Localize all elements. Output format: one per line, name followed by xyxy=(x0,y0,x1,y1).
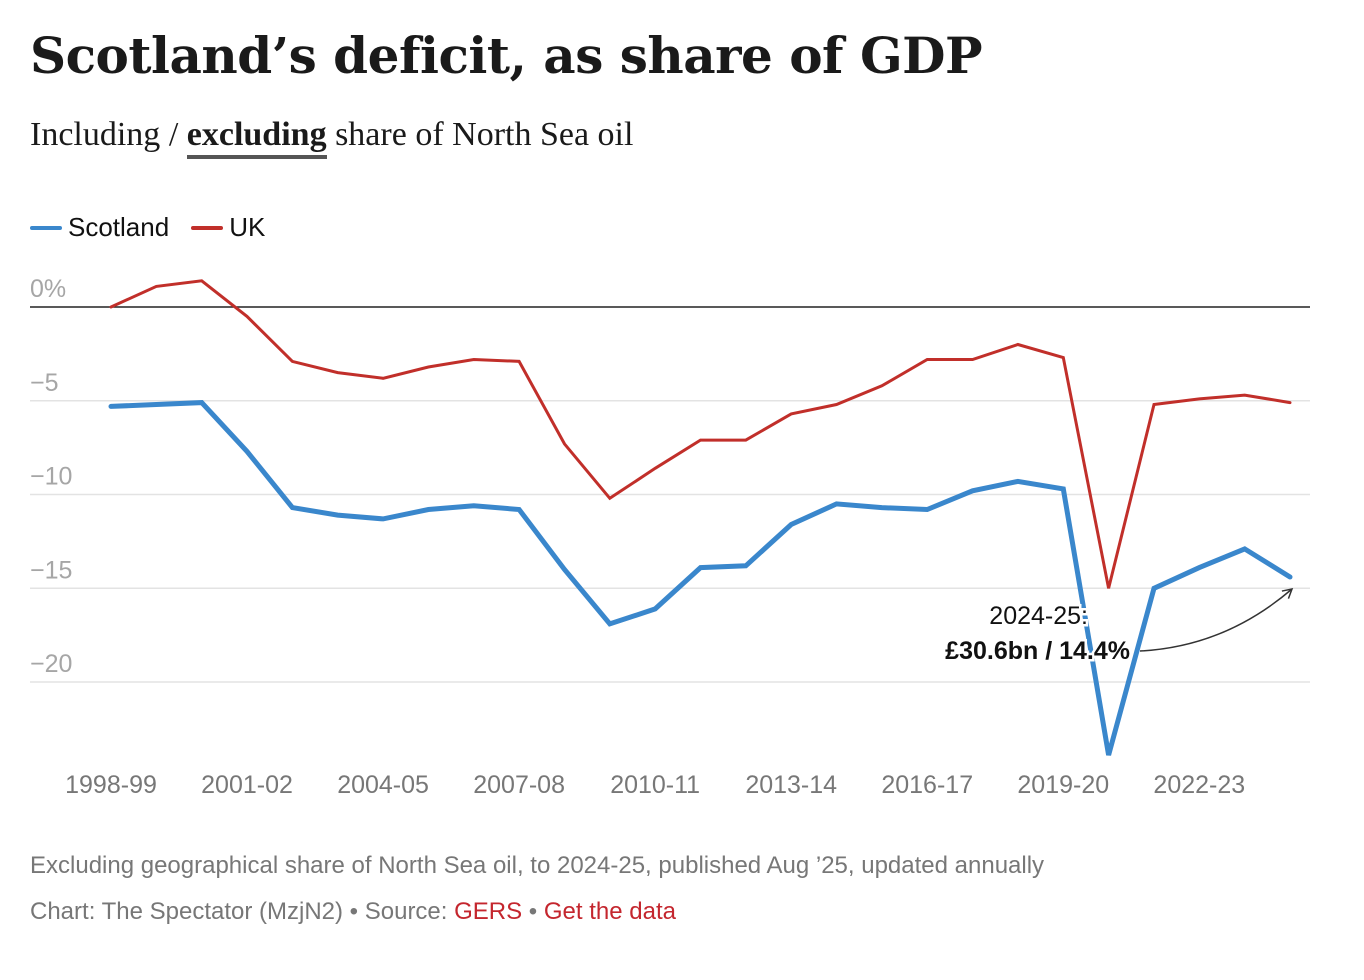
legend-swatch-uk xyxy=(191,225,224,230)
source-link[interactable]: GERS xyxy=(454,898,523,925)
footer-credit: Chart: The Spectator (MzjN2) • Source: G… xyxy=(30,898,676,926)
x-tick-label: 1998-99 xyxy=(65,771,157,799)
x-tick-label: 2007-08 xyxy=(473,771,565,799)
x-tick-label: 2016-17 xyxy=(881,771,973,799)
y-tick-label: −15 xyxy=(30,556,72,584)
line-chart: 0% −5 −10 −15 −20 1998-99 2001-02 2004-05 2007-… xyxy=(30,275,1310,799)
credit-text: Chart: The Spectator (MzjN2) • Source: xyxy=(30,898,455,925)
legend-label: Scotland xyxy=(68,212,170,242)
x-tick-label: 2019-20 xyxy=(1017,771,1109,799)
legend: Scotland UK xyxy=(30,212,265,243)
x-tick-label: 2004-05 xyxy=(337,771,429,799)
toggle-excluding[interactable]: excluding xyxy=(186,116,327,159)
x-tick-label: 2013-14 xyxy=(745,771,837,799)
subtitle-separator: / xyxy=(160,116,187,153)
x-tick-label: 2001-02 xyxy=(201,771,293,799)
x-tick-label: 2022-23 xyxy=(1153,771,1245,799)
legend-label: UK xyxy=(229,212,266,242)
get-data-link[interactable]: Get the data xyxy=(543,898,676,925)
separator: • xyxy=(522,898,544,925)
x-tick-label: 2010-11 xyxy=(610,771,700,799)
y-tick-label: 0% xyxy=(30,275,66,303)
legend-item-scotland: Scotland xyxy=(30,212,169,243)
chart-title: Scotland’s deficit, as share of GDP xyxy=(30,26,983,85)
legend-item-uk: UK xyxy=(191,212,265,243)
annotation-arrow xyxy=(1139,587,1294,652)
annotation-label: 2024-25: xyxy=(989,602,1088,630)
toggle-including[interactable]: Including xyxy=(30,116,161,153)
y-tick-label: −20 xyxy=(30,650,72,678)
subtitle: Including / excluding share of North Sea… xyxy=(30,116,634,159)
footer-note: Excluding geographical share of North Se… xyxy=(30,852,1045,879)
legend-swatch-scotland xyxy=(30,225,62,230)
series-line-uk xyxy=(109,279,1292,589)
y-tick-label: −10 xyxy=(30,463,72,491)
series-line-scotland xyxy=(108,400,1293,756)
y-tick-label: −5 xyxy=(30,369,59,397)
subtitle-text: share of North Sea oil xyxy=(326,116,634,153)
annotation-value: £30.6bn / 14.4% xyxy=(945,637,1130,665)
